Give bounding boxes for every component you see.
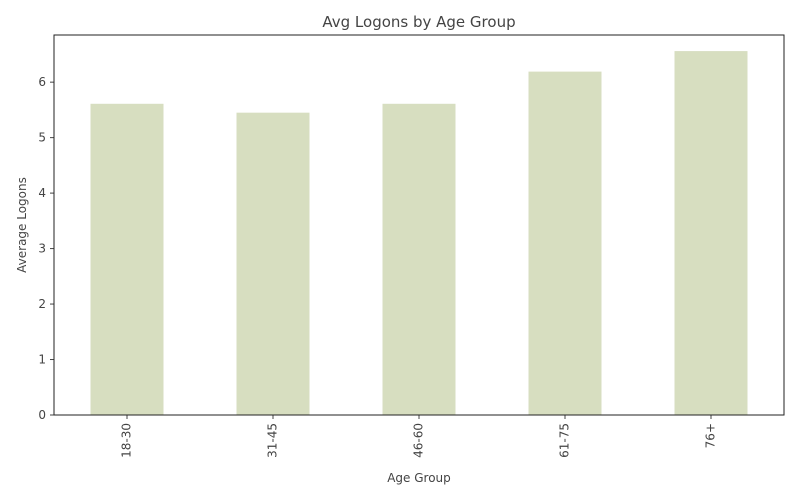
x-tick-label: 46-60 (412, 423, 426, 458)
plot-area: 0 1 2 3 4 5 6 18-30 31-45 46-60 61-75 76+ (38, 34, 785, 458)
chart-title: Avg Logons by Age Group (322, 13, 515, 31)
y-tick-label: 0 (38, 408, 46, 422)
bar-61-75 (528, 71, 602, 416)
y-tick-label: 5 (38, 131, 46, 145)
y-tick-label: 3 (38, 242, 46, 256)
y-axis-title: Average Logons (15, 177, 29, 273)
x-tick-label: 76+ (704, 423, 718, 448)
y-tick-label: 4 (38, 186, 46, 200)
y-tick-label: 1 (38, 353, 46, 367)
bars-group (90, 51, 748, 416)
x-axis-title: Age Group (387, 471, 451, 485)
y-tick-label: 2 (38, 297, 46, 311)
x-tick-label: 31-45 (266, 423, 280, 458)
axes-frame (53, 34, 785, 416)
bar-46-60 (382, 103, 456, 415)
bar-31-45 (236, 112, 310, 415)
x-tick-label: 61-75 (558, 423, 572, 458)
y-axis-ticks: 0 1 2 3 4 5 6 (38, 75, 54, 422)
x-axis-ticks: 18-30 31-45 46-60 61-75 76+ (120, 415, 718, 458)
x-tick-label: 18-30 (120, 423, 134, 458)
y-tick-label: 6 (38, 75, 46, 89)
bar-18-30 (90, 103, 164, 415)
bar-76+ (674, 51, 748, 416)
